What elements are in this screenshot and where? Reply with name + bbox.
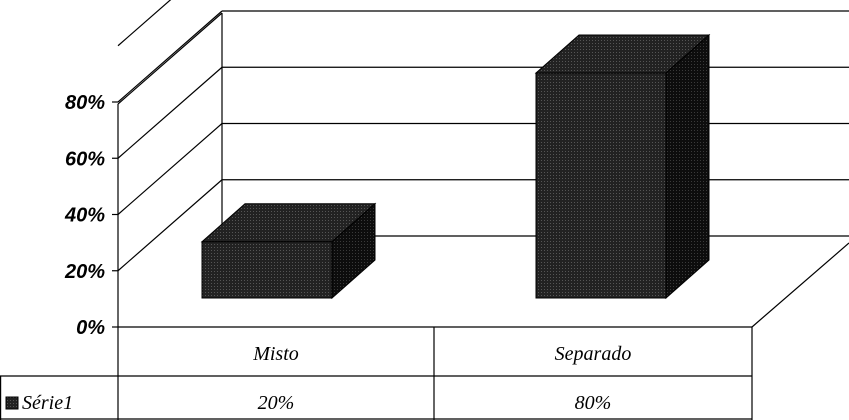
y-axis-ticks: 0% 20% 40% 60% 80% [64,92,118,339]
bars [200,33,711,300]
y-tick-label: 40% [64,205,105,227]
legend-swatch [5,396,19,410]
gridline-side [117,66,223,159]
category-label: Misto [252,343,299,365]
gridline-side [117,179,223,272]
series-name: Série1 [22,392,73,414]
data-label: 20% [258,392,295,414]
bar-front-face [201,241,333,299]
y-tick-label: 60% [65,148,105,170]
gridline-side [117,123,223,215]
gridlines [117,0,849,272]
floor-right-edge [751,242,849,328]
data-table [0,327,753,420]
gridline-side [117,0,172,47]
bar-side-face [665,33,710,300]
bar-misto [200,202,377,300]
category-label: Separado [555,343,632,365]
data-table-text: Misto 20% Separado 80% Série1 [5,343,632,414]
bar-front-face [535,72,667,299]
y-tick-label: 0% [76,317,105,339]
bar-separado [534,33,711,300]
left-wall-top-edge [117,12,223,105]
y-tick-label: 80% [65,92,105,114]
gridline-side [117,10,223,103]
y-tick-label: 20% [64,261,105,283]
data-label: 80% [575,392,612,414]
